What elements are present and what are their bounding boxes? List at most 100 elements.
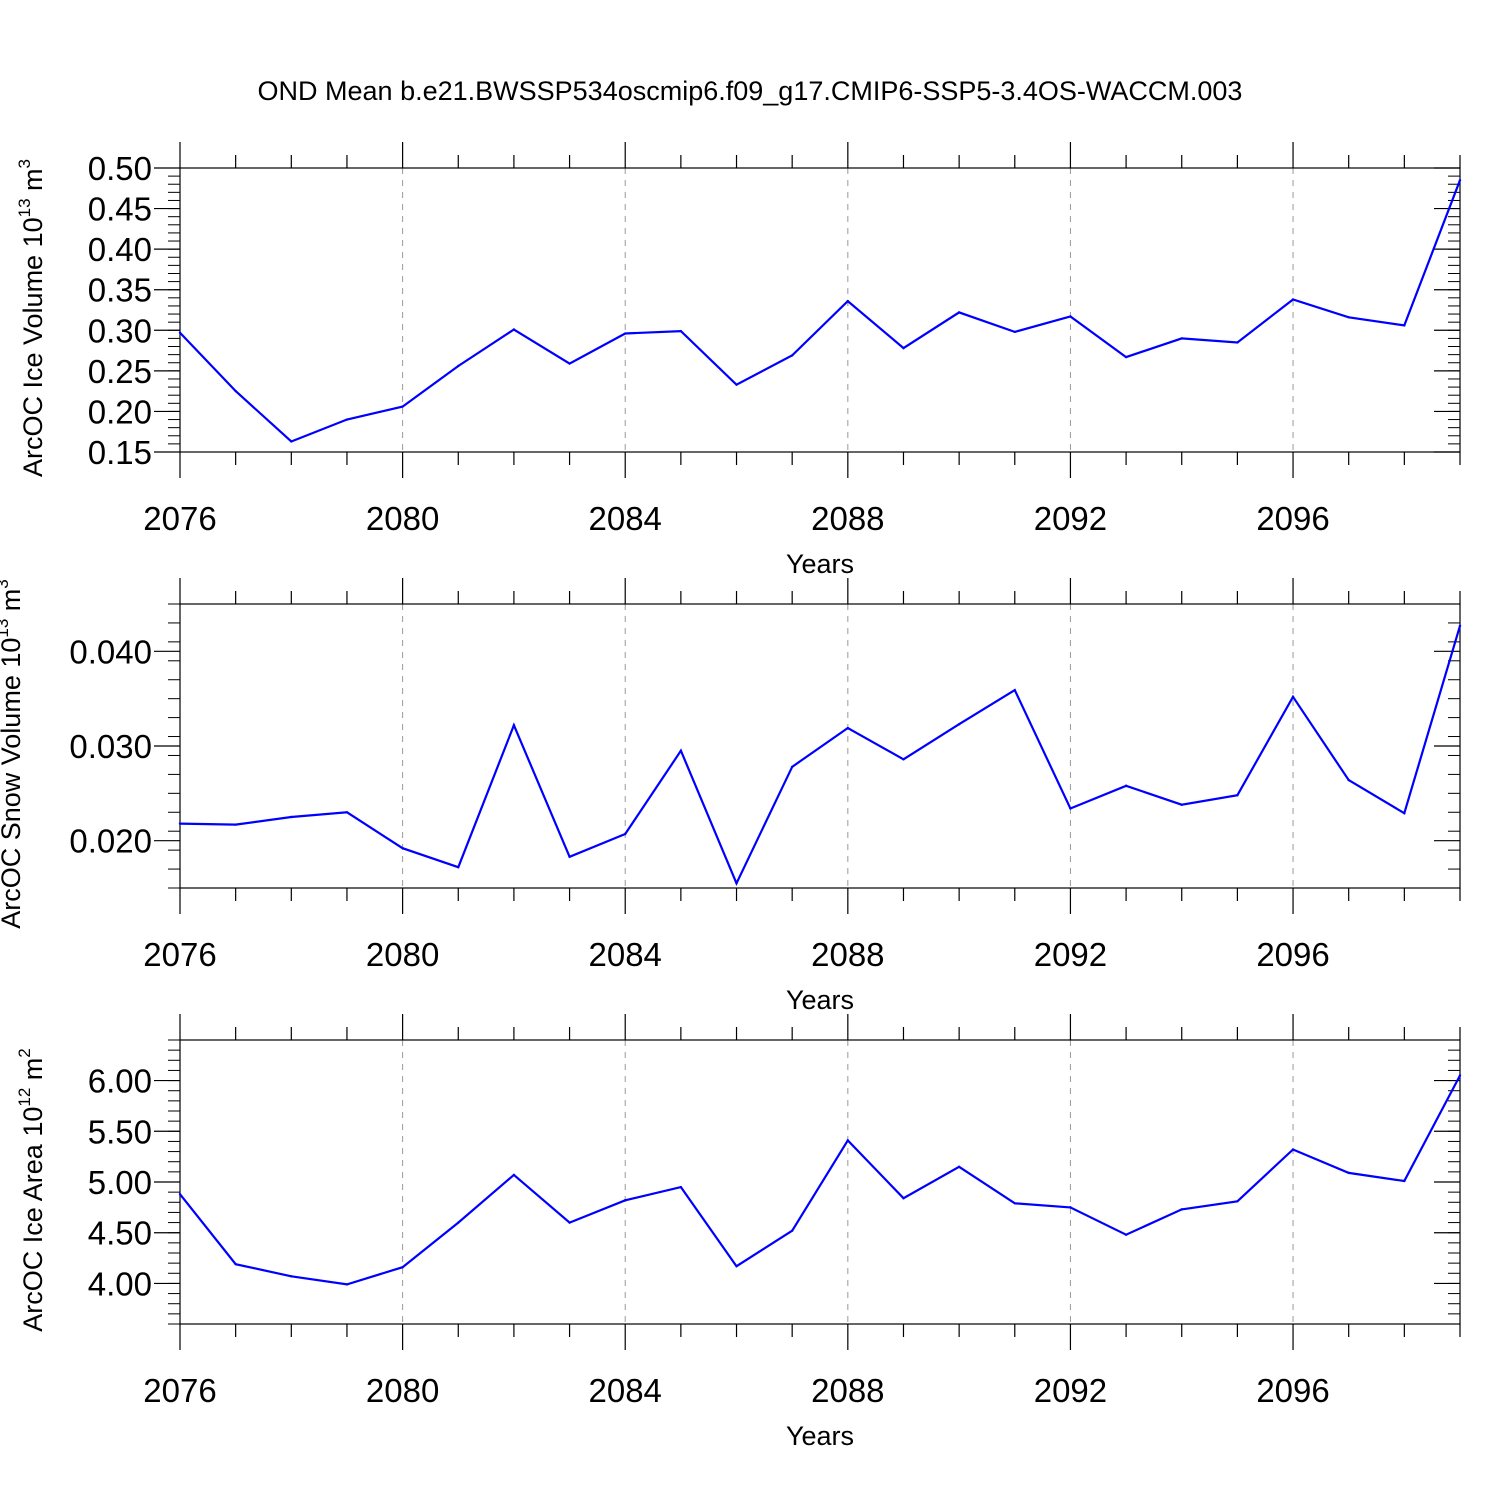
chart1-data-point-2078 xyxy=(290,815,293,819)
chart2-ytick-label-4: 6.00 xyxy=(88,1063,152,1100)
chart1-data-point-2080 xyxy=(401,847,404,850)
chart2-data-point-2087 xyxy=(790,1229,794,1232)
chart0-data-point-2095 xyxy=(1236,341,1239,344)
chart2-data-point-2077 xyxy=(234,1262,237,1266)
chart2-data-point-2099 xyxy=(1458,1074,1462,1077)
chart0-y-axis-label-unit-exp: 3 xyxy=(15,159,34,168)
chart2-xtick-label-2092: 2092 xyxy=(1034,1372,1107,1409)
chart0-data-point-2093 xyxy=(1124,355,1128,359)
chart2-data-point-2084 xyxy=(624,1199,627,1202)
chart0-ytick-label-5: 0.40 xyxy=(88,231,152,268)
chart1-data-point-2082 xyxy=(512,723,516,727)
chart0-data-point-2076 xyxy=(178,331,182,334)
chart1-data-point-2096 xyxy=(1291,695,1295,698)
chart2-ytick-label-0: 4.00 xyxy=(88,1265,152,1302)
chart0-data-point-2088 xyxy=(846,299,850,303)
chart0-data-point-2080 xyxy=(401,405,404,408)
chart1-ytick-label-2: 0.040 xyxy=(69,633,152,670)
chart0-data-point-2098 xyxy=(1403,324,1406,327)
chart0-ytick-label-6: 0.45 xyxy=(88,191,152,228)
chart1-data-point-2097 xyxy=(1347,778,1350,782)
chart1-xtick-label-2096: 2096 xyxy=(1256,936,1329,973)
chart1-data-point-2091 xyxy=(1013,688,1016,692)
chart2-x-axis-label: Years xyxy=(786,1421,854,1451)
chart0-data-point-2099 xyxy=(1458,178,1462,182)
chart1-data-point-2089 xyxy=(902,758,905,761)
chart1-data-point-2098 xyxy=(1403,812,1406,815)
chart2-xtick-label-2088: 2088 xyxy=(811,1372,884,1409)
ice-volume-panel: 2076 2080 2084 2088 2092 2096 Years 0.15 0.200.2… xyxy=(15,142,1462,579)
chart0-y-axis-label: ArcOC Ice Volume 1013 m3 xyxy=(15,159,48,477)
ice-area-panel: 2076 2080 2084 2088 2092 2096 Years 4.00 4.50 5.0… xyxy=(15,1014,1462,1451)
chart1-data-point-2077 xyxy=(234,823,237,826)
chart0-data-point-2081 xyxy=(457,364,460,368)
chart2-y-axis-label-unit: m xyxy=(18,1058,48,1088)
chart1-data-point-2087 xyxy=(790,765,794,769)
chart1-data-point-2088 xyxy=(846,726,850,730)
chart2-ytick-label-3: 5.50 xyxy=(88,1113,152,1150)
chart0-xtick-label-2076: 2076 xyxy=(143,500,216,537)
chart0-ytick-label-1: 0.20 xyxy=(88,393,152,430)
chart2-data-point-2093 xyxy=(1124,1233,1128,1236)
chart1-data-point-2079 xyxy=(345,811,349,814)
chart0-data-point-2092 xyxy=(1069,315,1072,318)
chart2-data-point-2092 xyxy=(1069,1206,1072,1209)
chart2-xtick-label-2096: 2096 xyxy=(1256,1372,1329,1409)
chart0-y-axis-label-exp: 13 xyxy=(15,198,34,217)
chart2-plot-frame xyxy=(179,1039,1461,1325)
chart2-ytick-label-1: 4.50 xyxy=(88,1215,152,1252)
chart0-data-point-2089 xyxy=(902,346,905,350)
chart1-xtick-label-2084: 2084 xyxy=(589,936,662,973)
chart0-ytick-label-4: 0.35 xyxy=(88,272,152,309)
chart1-data-point-2083 xyxy=(568,855,571,858)
chart0-series-line xyxy=(179,179,1462,443)
chart0-data-point-2097 xyxy=(1347,316,1350,319)
chart1-x-axis-label: Years xyxy=(786,985,854,1015)
chart0-data-point-2078 xyxy=(290,440,293,443)
chart0-data-point-2094 xyxy=(1180,337,1183,340)
chart1-y-axis-label: ArcOC Snow Volume 1013 m3 xyxy=(0,579,26,929)
chart2-data-point-2090 xyxy=(957,1165,961,1168)
chart1-data-point-2085 xyxy=(679,749,683,752)
chart2-y-axis-label: ArcOC Ice Area 1012 m2 xyxy=(15,1048,48,1332)
chart1-xtick-label-2092: 2092 xyxy=(1034,936,1107,973)
chart0-data-point-2096 xyxy=(1291,298,1295,301)
chart2-data-point-2091 xyxy=(1013,1202,1016,1205)
chart1-y-axis-label-exp: 13 xyxy=(0,619,12,638)
chart0-x-axis-label: Years xyxy=(786,549,854,579)
chart0-data-point-2091 xyxy=(1013,330,1016,334)
figure-title: OND Mean b.e21.BWSSP534oscmip6.f09_g17.C… xyxy=(258,76,1243,106)
chart0-data-point-2079 xyxy=(345,418,349,421)
chart1-data-point-2086 xyxy=(735,882,738,885)
chart1-data-point-2099 xyxy=(1458,624,1462,627)
chart2-data-point-2085 xyxy=(679,1185,683,1189)
chart0-data-point-2085 xyxy=(679,329,683,333)
chart1-data-point-2076 xyxy=(178,822,182,825)
chart2-y-axis-label-main: ArcOC Ice Area 10 xyxy=(18,1107,48,1332)
chart2-xtick-label-2084: 2084 xyxy=(589,1372,662,1409)
chart0-ytick-label-0: 0.15 xyxy=(88,434,152,471)
chart1-data-point-2090 xyxy=(957,723,961,726)
chart2-data-point-2088 xyxy=(846,1139,850,1142)
chart0-data-point-2090 xyxy=(957,311,961,314)
chart1-y-axis-label-unit-exp: 3 xyxy=(0,579,12,588)
chart2-data-point-2079 xyxy=(345,1283,349,1286)
snow-volume-panel: 2076 2080 2084 2088 2092 2096 Years 0.020 0.030 0… xyxy=(0,578,1462,1015)
chart2-series-line xyxy=(179,1074,1461,1286)
chart0-data-point-2083 xyxy=(568,362,571,365)
chart1-y-axis-label-unit: m xyxy=(0,589,26,619)
chart1-xtick-label-2076: 2076 xyxy=(143,936,216,973)
chart0-xtick-label-2096: 2096 xyxy=(1256,500,1329,537)
chart1-series-line xyxy=(179,625,1462,886)
chart2-xtick-label-2080: 2080 xyxy=(366,1372,439,1409)
chart1-plot-frame xyxy=(179,603,1461,889)
chart0-ytick-label-3: 0.30 xyxy=(88,312,152,349)
chart2-y-axis-label-unit-exp: 2 xyxy=(15,1048,34,1057)
chart2-data-point-2076 xyxy=(178,1192,182,1196)
chart1-data-point-2094 xyxy=(1180,803,1183,806)
chart2-ytick-label-2: 5.00 xyxy=(88,1164,152,1201)
chart0-data-point-2084 xyxy=(624,332,627,335)
chart0-xtick-label-2088: 2088 xyxy=(811,500,884,537)
chart0-data-point-2087 xyxy=(790,354,794,357)
